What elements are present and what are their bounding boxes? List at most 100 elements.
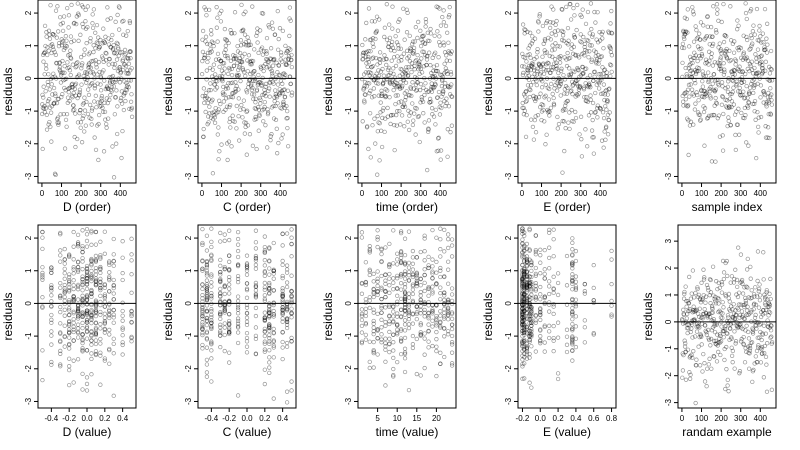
data-point [107, 313, 112, 318]
data-point [379, 332, 384, 337]
data-point [210, 67, 215, 72]
data-point [746, 143, 751, 148]
data-point [702, 143, 707, 148]
data-point [395, 359, 400, 365]
data-point [289, 306, 294, 311]
data-point [725, 105, 730, 110]
data-point [251, 96, 256, 102]
data-point [49, 283, 54, 288]
data-point [520, 253, 525, 258]
data-point [80, 310, 85, 316]
data-point [438, 265, 443, 271]
data-point [753, 52, 758, 57]
data-point [227, 325, 232, 331]
data-point [705, 115, 711, 120]
data-point [66, 90, 71, 95]
data-point [531, 137, 537, 142]
data-point [414, 280, 419, 286]
data-point [78, 120, 84, 125]
data-point [387, 80, 392, 86]
data-point [753, 71, 759, 76]
data-point [253, 266, 259, 271]
data-point [524, 283, 530, 288]
data-point [232, 31, 237, 36]
data-point [262, 326, 267, 332]
data-point [227, 102, 233, 108]
data-point [744, 312, 749, 317]
data-point [529, 262, 534, 268]
data-point [430, 308, 435, 314]
data-point [53, 93, 58, 98]
data-point [383, 245, 388, 250]
data-point [62, 313, 67, 318]
data-point [561, 38, 567, 44]
data-point [244, 339, 250, 344]
data-point [752, 101, 757, 107]
data-point [218, 293, 223, 299]
data-point [524, 349, 530, 354]
data-point [129, 320, 134, 325]
data-point [96, 121, 101, 127]
data-point [763, 295, 768, 300]
data-point [398, 252, 404, 258]
data-point [549, 31, 554, 36]
data-point [62, 301, 67, 307]
data-point [56, 120, 61, 125]
data-point [707, 277, 713, 282]
data-point [522, 315, 527, 321]
data-point [217, 64, 222, 70]
data-point [601, 71, 606, 76]
data-point [391, 304, 396, 310]
data-point [58, 330, 63, 335]
data-point [111, 258, 116, 264]
data-point [129, 309, 134, 314]
data-point [395, 322, 400, 328]
data-point [742, 115, 747, 121]
data-point [43, 62, 49, 68]
data-point [734, 277, 740, 283]
data-point [581, 87, 587, 92]
data-point [80, 312, 85, 317]
data-point [209, 324, 214, 329]
data-point [449, 301, 455, 307]
data-point [745, 304, 750, 309]
data-point [360, 56, 366, 62]
data-point [213, 87, 218, 92]
data-point [714, 30, 719, 35]
data-point [84, 282, 90, 287]
data-point [200, 286, 205, 292]
data-point [438, 361, 443, 366]
data-point [288, 18, 293, 23]
data-point [274, 60, 279, 65]
data-point [730, 41, 736, 47]
data-point [284, 344, 290, 349]
data-point [104, 96, 109, 101]
data-point [214, 5, 219, 10]
data-point [391, 314, 396, 319]
data-point [371, 287, 376, 292]
data-point [108, 16, 113, 21]
data-point [446, 312, 451, 317]
data-point [250, 85, 255, 91]
data-point [686, 309, 691, 314]
y-tick-label: -1 [344, 107, 353, 115]
data-point [380, 81, 386, 86]
data-point [394, 40, 400, 45]
data-point [62, 246, 67, 252]
data-point [402, 276, 408, 281]
data-point [225, 157, 230, 163]
data-point [706, 336, 711, 341]
data-point [727, 319, 732, 324]
data-point [41, 106, 47, 111]
data-point [756, 305, 762, 310]
data-point [761, 89, 766, 94]
data-point [697, 306, 702, 311]
y-tick-label: -3 [664, 172, 673, 180]
data-point [200, 325, 205, 330]
data-point [754, 156, 759, 161]
data-point [201, 86, 207, 91]
data-point [220, 92, 226, 97]
data-point [552, 61, 557, 66]
data-point [391, 319, 396, 324]
